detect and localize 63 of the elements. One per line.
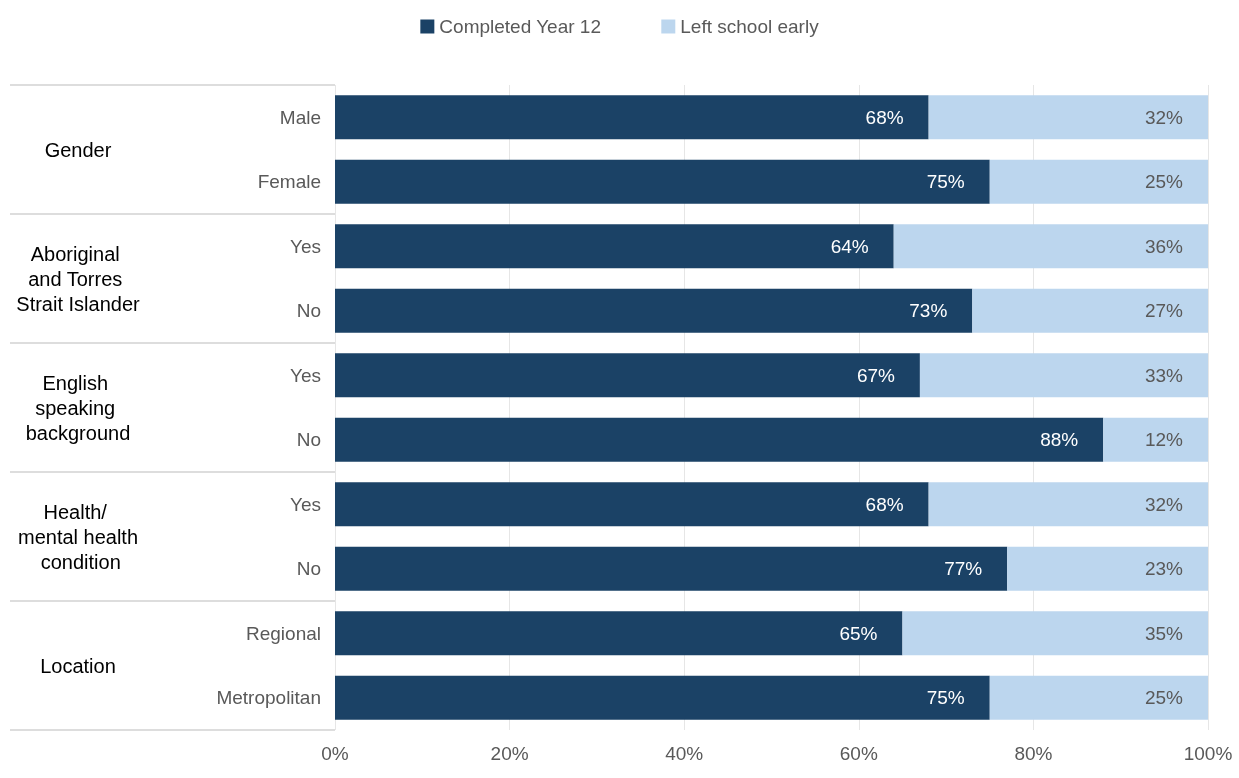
data-label: 64% [830, 235, 869, 257]
text: Aboriginal and Torres Strait Islander [16, 242, 141, 315]
bar [335, 159, 990, 204]
x-tick-label: 0% [321, 743, 349, 764]
bar [1103, 417, 1208, 462]
data-label: 67% [856, 364, 896, 386]
bar [972, 288, 1208, 333]
bar [335, 482, 929, 527]
data-label: 12% [1144, 429, 1184, 451]
data-label: 88% [1040, 429, 1079, 451]
bar [902, 611, 1208, 656]
bar [335, 611, 903, 656]
bar [919, 353, 1208, 398]
bar [335, 353, 920, 398]
data-label: 73% [909, 300, 948, 322]
data-label: 33% [1144, 364, 1184, 386]
y-tick-label: No [296, 300, 321, 322]
data-label: 25% [1144, 687, 1184, 709]
x-tick-label: 20% [490, 743, 529, 764]
y-tick-label: No [296, 558, 321, 580]
bar [335, 675, 990, 720]
y-tick-label: No [296, 429, 321, 451]
data-label: 65% [839, 622, 878, 644]
bar [989, 159, 1208, 204]
text: English speaking background [25, 371, 131, 444]
data-label: 23% [1144, 558, 1184, 580]
text: Health/ mental health condition [17, 500, 139, 573]
bar [1007, 546, 1208, 591]
x-tick-label: 60% [839, 743, 878, 764]
data-label: 35% [1144, 622, 1184, 644]
data-label: 68% [865, 493, 904, 515]
bar [335, 546, 1008, 591]
text: Location [40, 654, 116, 677]
bar [989, 675, 1208, 720]
x-tick-label: 100% [1183, 743, 1233, 764]
data-label: 75% [926, 687, 965, 709]
y-tick-label: Regional [246, 622, 321, 644]
data-label: 32% [1144, 493, 1184, 515]
y-tick-label: Female [257, 171, 321, 193]
data-label: 75% [926, 171, 965, 193]
data-label: 27% [1144, 300, 1184, 322]
data-label: 68% [865, 106, 904, 128]
y-tick-label: Metropolitan [216, 687, 321, 709]
bar [335, 224, 894, 269]
bar [893, 224, 1208, 269]
x-tick-label: 80% [1014, 743, 1053, 764]
y-tick-label: Male [279, 106, 321, 128]
y-tick-label: Yes [290, 235, 321, 257]
bar [335, 288, 973, 333]
x-tick-label: 40% [665, 743, 704, 764]
data-label: 25% [1144, 171, 1184, 193]
bar [335, 417, 1104, 462]
data-label: 32% [1144, 106, 1184, 128]
legend-label: Left school early [680, 16, 820, 37]
y-tick-label: Yes [290, 364, 321, 386]
y-tick-label: Yes [290, 493, 321, 515]
bar [928, 482, 1208, 527]
bar [928, 95, 1208, 140]
legend-label: Completed Year 12 [439, 16, 601, 37]
text: Gender [44, 138, 112, 161]
data-label: 77% [944, 558, 983, 580]
data-label: 36% [1144, 235, 1184, 257]
bar [335, 95, 929, 140]
